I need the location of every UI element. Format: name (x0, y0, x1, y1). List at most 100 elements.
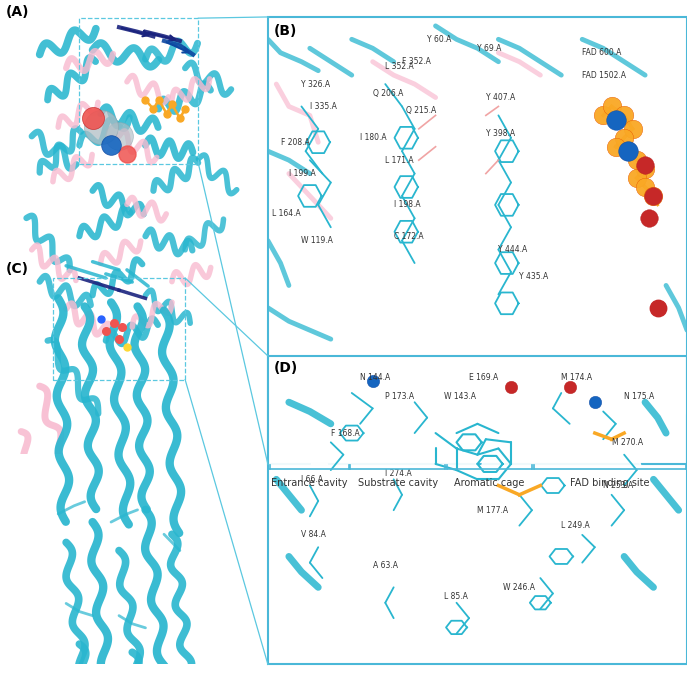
Text: Entrance cavity: Entrance cavity (271, 478, 348, 488)
Point (564, 381, 575, 392)
Text: Y 69.A: Y 69.A (477, 44, 502, 53)
Bar (53, 278, 185, 380)
Text: L 171.A: L 171.A (385, 156, 414, 165)
Point (113, 131, 124, 142)
Text: FAD binding site: FAD binding site (570, 478, 649, 488)
Text: V 84.A: V 84.A (302, 530, 326, 540)
Text: L 85.A: L 85.A (444, 592, 468, 601)
Text: Aromatic cage: Aromatic cage (454, 478, 525, 488)
Text: I 199.A: I 199.A (289, 169, 315, 178)
Ellipse shape (247, 418, 331, 572)
Point (640, 159, 651, 170)
Point (606, 101, 617, 112)
Point (166, 99, 177, 110)
Text: Substrate cavity: Substrate cavity (358, 478, 438, 488)
Point (140, 94, 151, 105)
Point (652, 302, 663, 313)
Text: Y 60.A: Y 60.A (427, 35, 451, 44)
Point (122, 149, 133, 160)
Ellipse shape (436, 17, 603, 196)
Ellipse shape (268, 525, 394, 649)
Text: I 198.A: I 198.A (394, 201, 420, 210)
Point (631, 155, 642, 165)
Text: I 180.A: I 180.A (360, 134, 387, 142)
Ellipse shape (561, 39, 687, 308)
Text: E 169.A: E 169.A (469, 373, 498, 382)
Point (109, 317, 120, 328)
Point (148, 104, 159, 115)
Text: Y 398.A: Y 398.A (486, 129, 515, 138)
Ellipse shape (236, 5, 383, 117)
Text: P 173.A: P 173.A (385, 392, 414, 401)
Ellipse shape (561, 356, 687, 449)
Point (623, 146, 634, 157)
Text: M 174.A: M 174.A (561, 373, 592, 382)
Point (367, 375, 378, 386)
Text: N 175.A: N 175.A (624, 392, 655, 401)
Point (648, 191, 659, 201)
Text: Y 444.A: Y 444.A (499, 245, 528, 254)
Ellipse shape (372, 5, 541, 73)
Text: N 144.A: N 144.A (360, 373, 390, 382)
Ellipse shape (236, 84, 341, 308)
Ellipse shape (414, 241, 583, 420)
Point (610, 115, 621, 125)
Ellipse shape (331, 348, 499, 395)
Ellipse shape (236, 356, 341, 449)
Text: I 66.A: I 66.A (302, 475, 324, 484)
Point (631, 173, 642, 184)
Point (87, 113, 98, 123)
Point (106, 140, 117, 151)
Bar (80, 18, 199, 163)
Point (640, 182, 651, 193)
Point (506, 381, 517, 392)
Text: C 172.A: C 172.A (394, 232, 423, 241)
Point (95, 122, 106, 133)
Bar (268, 17, 687, 464)
Text: Y 326.A: Y 326.A (302, 79, 330, 89)
Text: W 246.A: W 246.A (504, 583, 535, 592)
Ellipse shape (331, 39, 499, 218)
Text: F 168.A: F 168.A (331, 428, 359, 437)
Ellipse shape (278, 218, 425, 397)
Point (598, 110, 609, 121)
Point (161, 108, 172, 119)
Point (95, 313, 106, 324)
Point (648, 191, 659, 201)
Point (627, 123, 638, 134)
Point (623, 146, 634, 157)
Text: (A): (A) (5, 5, 29, 18)
Point (116, 321, 127, 332)
Point (100, 325, 111, 336)
Point (619, 110, 630, 121)
Text: M 177.A: M 177.A (477, 506, 508, 515)
Text: F 352.A: F 352.A (402, 57, 431, 66)
Text: I 335.A: I 335.A (310, 102, 337, 111)
Point (610, 141, 621, 152)
Text: FAD 1502.A: FAD 1502.A (583, 71, 627, 79)
Ellipse shape (310, 402, 477, 557)
Text: L 352.A: L 352.A (385, 62, 414, 71)
Text: Y 407.A: Y 407.A (486, 93, 515, 102)
Ellipse shape (477, 402, 645, 587)
Ellipse shape (414, 541, 583, 664)
Text: M 270.A: M 270.A (611, 438, 643, 447)
Text: F 208.A: F 208.A (280, 138, 309, 146)
Text: W 119.A: W 119.A (302, 236, 333, 245)
Bar (268, 356, 687, 664)
Point (640, 163, 651, 174)
Ellipse shape (561, 541, 687, 664)
Point (174, 113, 185, 123)
Point (619, 132, 630, 143)
Point (180, 104, 191, 115)
Text: W 143.A: W 143.A (444, 392, 476, 401)
Text: (B): (B) (274, 24, 297, 38)
Text: Q 206.A: Q 206.A (372, 89, 403, 98)
Point (644, 213, 655, 224)
Text: (C): (C) (5, 262, 28, 276)
Text: N 253.A: N 253.A (603, 481, 633, 490)
Text: L 249.A: L 249.A (561, 521, 590, 530)
Ellipse shape (541, 263, 666, 442)
Text: (D): (D) (274, 361, 298, 374)
Text: L 164.A: L 164.A (272, 210, 301, 218)
